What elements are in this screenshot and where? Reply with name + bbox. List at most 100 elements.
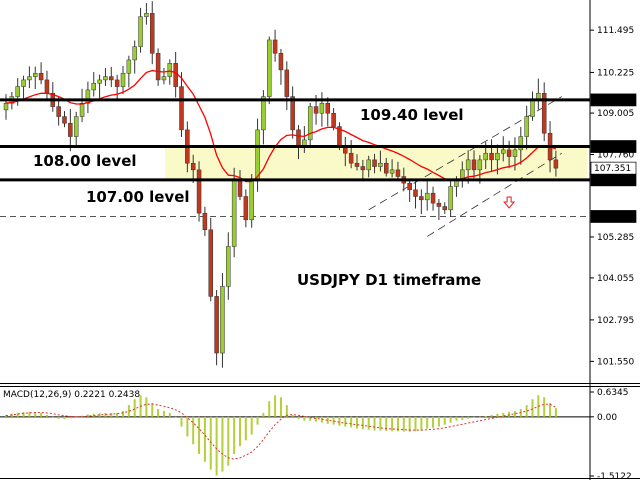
macd-histogram-bar — [473, 416, 475, 418]
macd-histogram-bar — [443, 416, 446, 425]
macd-histogram-bar — [309, 416, 312, 421]
dashed-level-tag-label: 105.900 — [594, 212, 631, 222]
candle-body — [155, 53, 161, 81]
macd-histogram-bar — [16, 412, 19, 417]
macd-histogram-bar — [326, 416, 329, 424]
candle-body — [91, 83, 96, 91]
macd-histogram-bar — [116, 412, 119, 417]
current-price-tag-box — [590, 161, 637, 175]
candle-body — [407, 182, 412, 191]
candle-body — [97, 79, 102, 84]
macd-histogram-bar — [432, 416, 435, 428]
candle-body — [489, 152, 494, 161]
macd-tick-label: 0.00 — [597, 413, 617, 423]
macd-histogram-bar — [215, 416, 218, 476]
macd-histogram-bar — [86, 414, 89, 417]
candle-body — [132, 46, 137, 61]
candle-body — [237, 179, 243, 197]
macd-label: MACD(12,26,9) 0.2221 0.2438 — [3, 390, 140, 400]
candle-body — [103, 76, 108, 81]
level-tag-108-000-box — [590, 140, 637, 153]
macd-histogram-bar — [162, 410, 165, 417]
candle-body — [220, 286, 225, 354]
macd-histogram-bar — [250, 416, 253, 435]
price-tick-label: 102.795 — [597, 316, 634, 326]
candle-body — [161, 76, 167, 81]
candle-body — [471, 159, 477, 171]
macd-histogram-bar — [367, 416, 370, 430]
macd-histogram-bar — [549, 403, 552, 417]
level-label-107-00: 107.00 level — [86, 188, 190, 206]
candle-body — [138, 16, 143, 47]
macd-histogram-bar — [279, 397, 282, 417]
macd-tick-label: -1.5122 — [597, 472, 632, 480]
macd-histogram-bar — [239, 416, 241, 447]
macd-histogram-bar — [426, 416, 429, 429]
candle-body — [272, 39, 278, 54]
macd-histogram-bar — [75, 416, 78, 418]
macd-signal-line — [5, 403, 557, 460]
candle-body — [395, 169, 401, 177]
price-tick-label: 110.225 — [597, 68, 634, 78]
macd-histogram-bar — [508, 411, 511, 417]
macd-histogram-bar — [356, 416, 358, 429]
macd-histogram-bar — [133, 399, 136, 417]
macd-histogram-bar — [174, 416, 177, 418]
candle-body — [3, 102, 9, 111]
candle-body — [231, 179, 237, 247]
macd-histogram-bar — [244, 416, 247, 441]
candle-body — [389, 169, 395, 174]
macd-histogram-bar — [262, 412, 265, 417]
candle-body — [360, 166, 366, 171]
macd-histogram-bar — [513, 410, 516, 417]
level-tag-108-000-label: 108.000 — [594, 143, 631, 153]
macd-histogram-bar — [455, 416, 458, 421]
down-arrow-icon — [503, 196, 516, 209]
macd-histogram-bar — [209, 416, 212, 470]
macd-histogram-bar — [151, 403, 154, 417]
candle-body — [319, 102, 325, 114]
macd-histogram-bar — [110, 412, 113, 417]
macd-tick-label: 0.6345 — [597, 388, 629, 398]
candle-body — [495, 152, 500, 161]
current-price-tag-label: 107.351 — [594, 164, 631, 174]
macd-histogram-bar — [554, 408, 557, 417]
macd-histogram-bar — [192, 416, 195, 445]
price-tick-label: 101.550 — [597, 357, 634, 367]
macd-histogram-bar — [127, 405, 130, 417]
candle-body — [354, 162, 360, 167]
candle-body — [249, 179, 254, 221]
trendline-layer — [368, 96, 562, 237]
candle-body — [56, 106, 61, 117]
macd-histogram-bar — [467, 416, 470, 419]
candle-body — [173, 63, 178, 87]
level-label-108-00: 108.00 level — [33, 152, 137, 170]
dashed-level-tag-box — [590, 210, 637, 223]
macd-histogram-bar — [373, 416, 376, 431]
macd-histogram-bar — [51, 416, 54, 418]
price-tick-label: 105.285 — [597, 233, 634, 243]
candle-body — [325, 102, 330, 114]
macd-histogram-bar — [198, 416, 201, 455]
macd-histogram-bar — [350, 416, 353, 428]
candle-body — [524, 116, 529, 137]
macd-axis: 0.6345 0.00 -1.5122 — [590, 388, 632, 482]
macd-histogram-bar — [157, 409, 160, 417]
candle-body — [109, 76, 114, 81]
macd-histogram-bar — [338, 416, 341, 426]
candle-body — [501, 149, 506, 154]
candle-body — [144, 13, 149, 17]
candle-body — [73, 116, 79, 137]
price-tick-label: 109.005 — [597, 109, 634, 119]
candle-body — [430, 192, 436, 204]
macd-histogram-bar — [145, 397, 148, 417]
candle-body — [442, 206, 447, 211]
macd-histogram-bar — [40, 412, 43, 417]
candle-body — [38, 73, 44, 81]
macd-histogram-bar — [385, 416, 388, 431]
candle-body — [167, 63, 173, 77]
macd-histogram-bar — [449, 416, 452, 423]
candle-body — [413, 189, 418, 197]
macd-signal-path — [5, 403, 557, 460]
